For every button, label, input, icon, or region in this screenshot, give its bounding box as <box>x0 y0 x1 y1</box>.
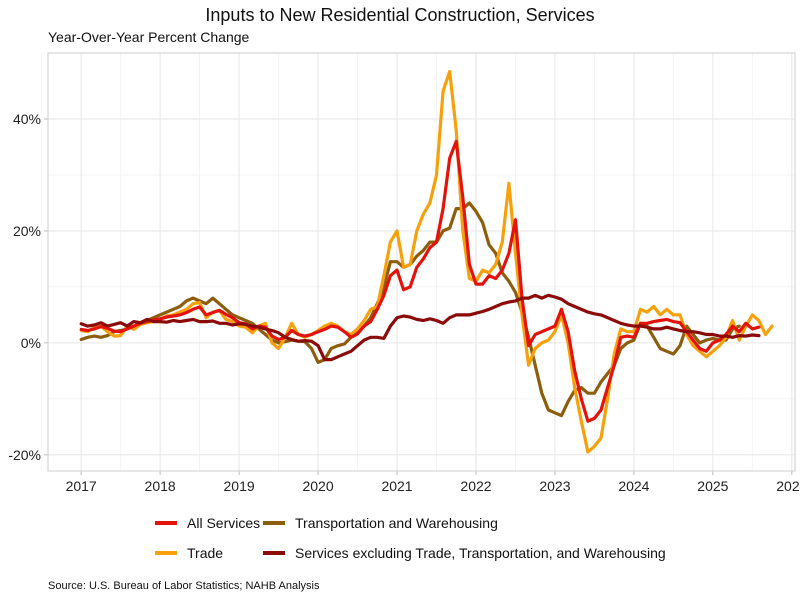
series-line-trade <box>79 69 774 454</box>
legend-key-trade <box>155 551 177 555</box>
x-tick-label: 2023 <box>539 478 570 494</box>
chart-title: Inputs to New Residential Construction, … <box>205 5 595 25</box>
series-lines <box>79 69 774 454</box>
legend-item-transportation-warehousing: Transportation and Warehousing <box>263 515 498 531</box>
x-tick-label: 2026 <box>776 478 800 494</box>
x-tick-label: 2025 <box>697 478 728 494</box>
x-tick-label: 2022 <box>460 478 491 494</box>
legend-item-services-excluding: Services excluding Trade, Transportation… <box>263 545 666 561</box>
legend-item-all-services: All Services <box>155 515 260 531</box>
legend-key-transportation-warehousing <box>263 521 285 525</box>
grid <box>41 53 795 471</box>
legend-key-services-excluding <box>263 551 285 555</box>
legend-label: Transportation and Warehousing <box>295 515 498 531</box>
series-line-all-services <box>79 139 761 423</box>
y-tick-label: 20% <box>13 223 41 239</box>
y-tick-label: 40% <box>13 111 41 127</box>
axes: 2017 2018 2019 2020 2021 2022 2023 2024 2025 2026… <box>8 52 800 494</box>
x-tick-label: 2024 <box>618 478 649 494</box>
legend-label: Trade <box>187 545 224 561</box>
legend-key-all-services <box>155 521 177 525</box>
legend-label: All Services <box>187 515 261 531</box>
source-note: Source: U.S. Bureau of Labor Statistics;… <box>48 580 320 592</box>
y-tick-label: -20% <box>8 447 41 463</box>
series-line-services-excluding-trade-transportation-and-warehousing <box>79 293 761 362</box>
x-tick-label: 2019 <box>224 478 255 494</box>
legend-label: Services excluding Trade, Transportation… <box>295 545 666 561</box>
x-tick-label: 2017 <box>66 478 97 494</box>
x-tick-label: 2020 <box>302 478 333 494</box>
y-tick-label: 0% <box>21 335 41 351</box>
x-tick-label: 2021 <box>381 478 412 494</box>
legend-item-trade: Trade <box>155 545 223 561</box>
x-tick-label: 2018 <box>145 478 176 494</box>
plot-panel-border <box>47 52 796 472</box>
chart-subtitle: Year-Over-Year Percent Change <box>48 29 250 45</box>
